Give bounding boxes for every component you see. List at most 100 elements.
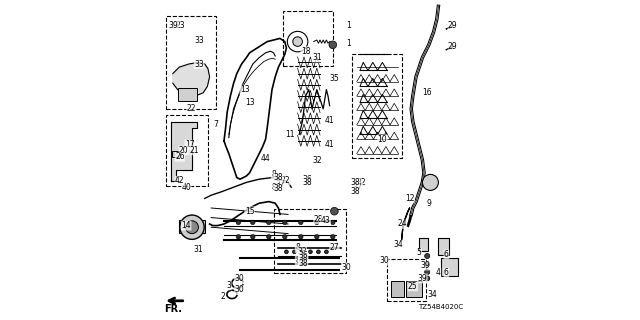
Text: 27: 27 bbox=[330, 244, 339, 252]
Text: 1: 1 bbox=[346, 21, 351, 30]
Text: 31: 31 bbox=[193, 245, 203, 254]
Text: 39: 39 bbox=[420, 261, 431, 270]
Circle shape bbox=[425, 253, 430, 259]
Circle shape bbox=[425, 276, 430, 281]
Text: 28: 28 bbox=[314, 215, 323, 224]
Text: 4: 4 bbox=[436, 268, 441, 277]
Text: 34: 34 bbox=[428, 290, 438, 299]
Circle shape bbox=[329, 41, 337, 49]
Text: 32: 32 bbox=[297, 247, 307, 256]
Text: 44: 44 bbox=[260, 154, 271, 163]
Text: 39: 39 bbox=[168, 21, 179, 30]
Text: 13: 13 bbox=[240, 85, 250, 94]
Text: 25: 25 bbox=[408, 282, 418, 291]
Polygon shape bbox=[402, 208, 410, 240]
Text: 8: 8 bbox=[295, 256, 300, 265]
Text: 20: 20 bbox=[179, 146, 189, 155]
Text: 39: 39 bbox=[417, 274, 428, 283]
Bar bbox=[274, 209, 346, 273]
Text: 38: 38 bbox=[350, 178, 360, 187]
Text: 8: 8 bbox=[271, 170, 276, 179]
Text: 26: 26 bbox=[175, 152, 185, 161]
Text: 33: 33 bbox=[194, 60, 204, 68]
Text: 7: 7 bbox=[214, 120, 218, 129]
Text: 32: 32 bbox=[280, 176, 290, 185]
Circle shape bbox=[284, 250, 288, 254]
Text: 5: 5 bbox=[417, 248, 422, 257]
Circle shape bbox=[330, 220, 335, 225]
Text: 15: 15 bbox=[244, 207, 255, 216]
Circle shape bbox=[324, 250, 328, 254]
Circle shape bbox=[425, 261, 430, 267]
Text: FR.: FR. bbox=[164, 304, 182, 314]
Bar bbox=[172, 151, 180, 157]
Text: 38: 38 bbox=[350, 188, 360, 196]
Text: 34: 34 bbox=[394, 240, 403, 249]
Text: 17: 17 bbox=[185, 140, 195, 149]
Circle shape bbox=[236, 220, 241, 225]
Text: 8: 8 bbox=[295, 244, 300, 252]
Text: 30: 30 bbox=[234, 285, 244, 294]
Circle shape bbox=[422, 174, 438, 190]
Text: 40: 40 bbox=[181, 183, 191, 192]
Circle shape bbox=[314, 235, 319, 239]
Text: 21: 21 bbox=[190, 146, 199, 155]
Circle shape bbox=[330, 235, 335, 239]
Text: 3: 3 bbox=[227, 281, 231, 290]
Text: 38: 38 bbox=[302, 178, 312, 187]
Circle shape bbox=[283, 235, 287, 239]
Polygon shape bbox=[172, 122, 197, 181]
Circle shape bbox=[298, 235, 303, 239]
Text: TZ54B4020C: TZ54B4020C bbox=[419, 304, 463, 310]
Text: 23: 23 bbox=[175, 21, 185, 30]
Text: 11: 11 bbox=[285, 130, 294, 139]
Bar bbox=[387, 259, 426, 301]
Circle shape bbox=[292, 37, 303, 46]
Text: 33: 33 bbox=[194, 36, 204, 45]
Text: 9: 9 bbox=[426, 199, 431, 208]
Text: 38: 38 bbox=[298, 260, 308, 268]
Circle shape bbox=[250, 220, 255, 225]
Text: 41: 41 bbox=[324, 140, 335, 149]
Text: 22: 22 bbox=[187, 104, 196, 113]
Text: 10: 10 bbox=[378, 135, 387, 144]
Bar bbox=[179, 220, 205, 233]
Text: 30: 30 bbox=[341, 263, 351, 272]
Text: 42: 42 bbox=[175, 176, 185, 185]
Text: 37: 37 bbox=[353, 183, 363, 192]
Bar bbox=[391, 281, 404, 297]
Text: 18: 18 bbox=[301, 47, 310, 56]
Circle shape bbox=[298, 220, 303, 225]
FancyBboxPatch shape bbox=[419, 238, 428, 251]
Text: 24: 24 bbox=[397, 220, 407, 228]
Circle shape bbox=[267, 220, 271, 225]
FancyBboxPatch shape bbox=[438, 238, 449, 255]
Text: 41: 41 bbox=[324, 116, 335, 124]
Text: 12: 12 bbox=[405, 194, 414, 203]
Circle shape bbox=[314, 220, 319, 225]
Bar bbox=[166, 16, 216, 109]
Polygon shape bbox=[173, 62, 210, 96]
Text: 30: 30 bbox=[379, 256, 389, 265]
Text: 8: 8 bbox=[271, 183, 276, 192]
Text: 36: 36 bbox=[302, 175, 312, 184]
Circle shape bbox=[283, 220, 287, 225]
Bar bbox=[166, 115, 208, 186]
Text: 38: 38 bbox=[298, 254, 308, 263]
Bar bbox=[283, 11, 333, 66]
Text: 37: 37 bbox=[276, 180, 285, 188]
Text: 1: 1 bbox=[346, 39, 351, 48]
Text: 38: 38 bbox=[273, 184, 284, 193]
Circle shape bbox=[308, 250, 312, 254]
Circle shape bbox=[425, 269, 430, 275]
Text: 31: 31 bbox=[312, 53, 322, 62]
Bar bbox=[406, 281, 422, 297]
Circle shape bbox=[292, 250, 296, 254]
Text: 6: 6 bbox=[444, 268, 449, 277]
Text: 2: 2 bbox=[220, 292, 225, 301]
Circle shape bbox=[301, 250, 305, 254]
Circle shape bbox=[180, 215, 204, 239]
Text: 29: 29 bbox=[448, 21, 458, 30]
Text: 16: 16 bbox=[422, 88, 432, 97]
Text: 13: 13 bbox=[244, 98, 255, 107]
